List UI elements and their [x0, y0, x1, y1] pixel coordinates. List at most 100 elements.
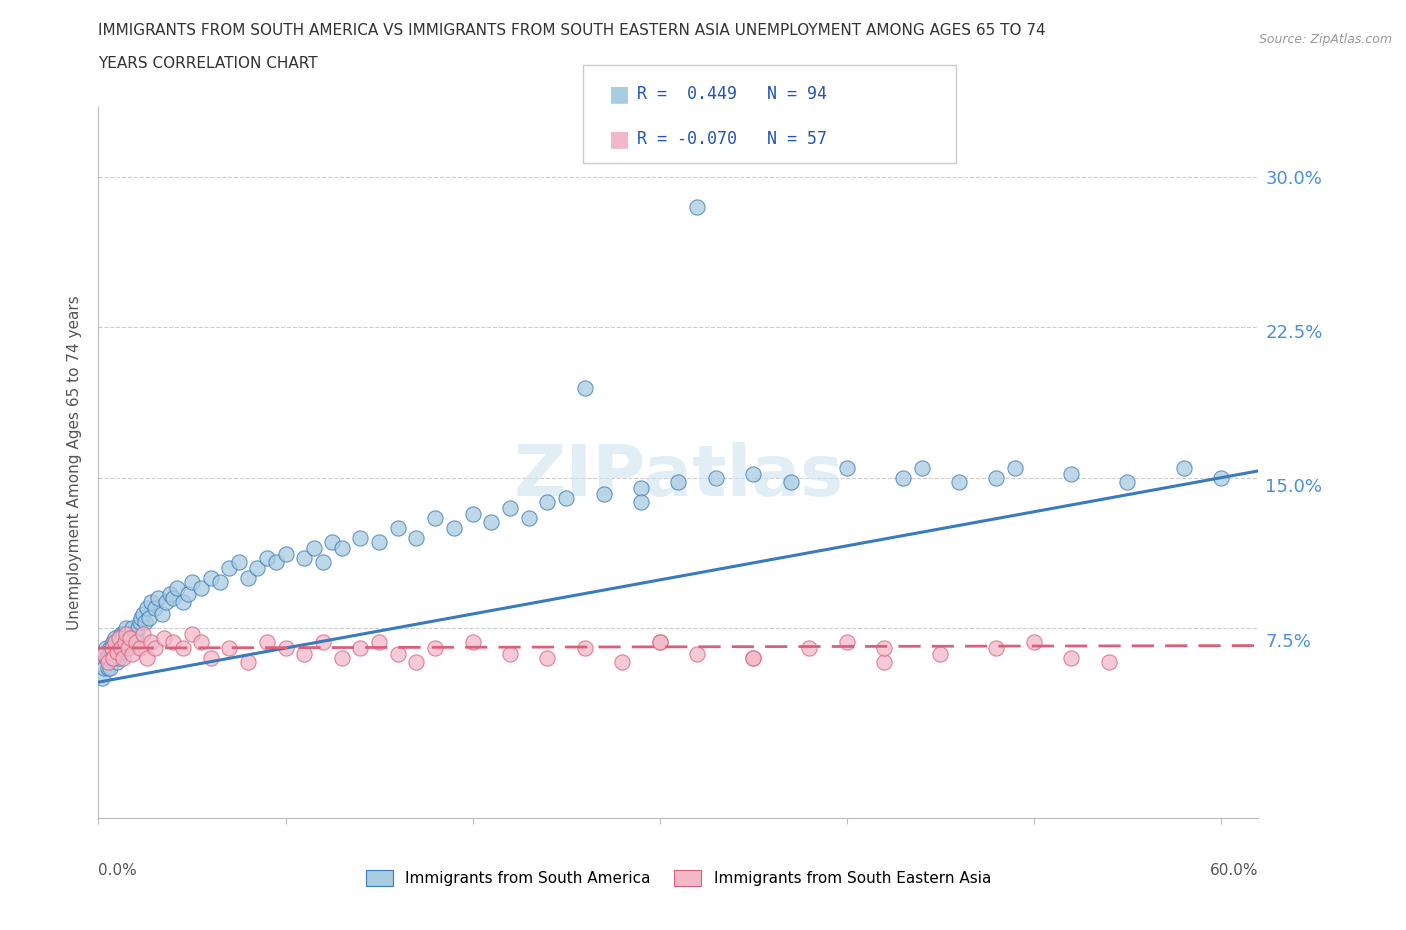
- Point: [91, 671, 114, 685]
- Point: [103, 634, 125, 649]
- Text: YEARS CORRELATION CHART: YEARS CORRELATION CHART: [98, 56, 318, 71]
- Point: [97, 655, 120, 670]
- Point: [555, 490, 578, 505]
- Point: [172, 594, 194, 609]
- Point: [536, 495, 558, 510]
- Point: [121, 646, 143, 661]
- Point: [630, 495, 652, 510]
- Point: [574, 380, 596, 395]
- Point: [302, 540, 325, 555]
- Point: [121, 620, 143, 635]
- Point: [236, 570, 259, 585]
- Point: [218, 641, 240, 656]
- Point: [97, 660, 120, 675]
- Legend: Immigrants from South America, Immigrants from South Eastern Asia: Immigrants from South America, Immigrant…: [360, 864, 997, 893]
- Point: [321, 535, 343, 550]
- Point: [264, 554, 287, 569]
- Point: [873, 655, 896, 670]
- Point: [103, 651, 125, 666]
- Point: [742, 651, 765, 666]
- Point: [98, 641, 121, 656]
- Point: [125, 627, 148, 642]
- Point: [131, 611, 153, 626]
- Point: [143, 641, 166, 656]
- Point: [159, 587, 181, 602]
- Point: [190, 634, 212, 649]
- Point: [110, 641, 132, 656]
- Point: [190, 580, 212, 595]
- Point: [742, 651, 765, 666]
- Point: [105, 644, 128, 659]
- Point: [742, 466, 765, 481]
- Point: [208, 575, 231, 590]
- Point: [256, 634, 278, 649]
- Text: 30.0%: 30.0%: [1265, 170, 1322, 188]
- Point: [443, 521, 465, 536]
- Point: [108, 634, 131, 649]
- Point: [128, 615, 150, 630]
- Point: [115, 627, 138, 642]
- Point: [100, 641, 122, 656]
- Text: R =  0.449   N = 94: R = 0.449 N = 94: [637, 86, 827, 103]
- Point: [139, 634, 162, 649]
- Point: [686, 646, 709, 661]
- Point: [292, 551, 315, 565]
- Point: [536, 651, 558, 666]
- Point: [122, 631, 145, 645]
- Point: [94, 651, 117, 666]
- Point: [115, 641, 138, 656]
- Point: [181, 627, 204, 642]
- Text: R = -0.070   N = 57: R = -0.070 N = 57: [637, 129, 827, 148]
- Point: [704, 471, 727, 485]
- Point: [648, 634, 671, 649]
- Point: [139, 594, 162, 609]
- Point: [228, 554, 250, 569]
- Point: [517, 511, 540, 525]
- Point: [114, 634, 136, 649]
- Text: 7.5%: 7.5%: [1265, 632, 1312, 651]
- Point: [105, 641, 128, 656]
- Text: 15.0%: 15.0%: [1265, 478, 1323, 497]
- Point: [103, 651, 125, 666]
- Point: [110, 627, 132, 642]
- Y-axis label: Unemployment Among Ages 65 to 74 years: Unemployment Among Ages 65 to 74 years: [67, 296, 83, 630]
- Point: [200, 651, 222, 666]
- Point: [132, 627, 155, 642]
- Point: [104, 631, 127, 645]
- Point: [150, 606, 173, 621]
- Point: [986, 641, 1008, 656]
- Point: [155, 594, 177, 609]
- Point: [368, 535, 391, 550]
- Point: [330, 540, 353, 555]
- Point: [499, 500, 522, 515]
- Point: [648, 634, 671, 649]
- Point: [873, 641, 896, 656]
- Point: [1209, 471, 1232, 485]
- Point: [177, 587, 200, 602]
- Point: [1060, 466, 1083, 481]
- Point: [929, 646, 952, 661]
- Text: 0.0%: 0.0%: [98, 863, 138, 878]
- Point: [1022, 634, 1045, 649]
- Point: [97, 651, 120, 666]
- Point: [132, 606, 155, 621]
- Point: [312, 554, 335, 569]
- Point: [479, 514, 502, 529]
- Point: [128, 641, 150, 656]
- Point: [256, 551, 278, 565]
- Point: [136, 651, 159, 666]
- Point: [153, 631, 176, 645]
- Point: [405, 655, 427, 670]
- Text: ■: ■: [609, 85, 630, 104]
- Point: [666, 474, 689, 489]
- Point: [104, 644, 127, 659]
- Point: [136, 601, 159, 616]
- Point: [425, 511, 447, 525]
- Point: [117, 634, 139, 649]
- Point: [117, 641, 139, 656]
- Point: [166, 580, 188, 595]
- Point: [461, 634, 484, 649]
- Point: [499, 646, 522, 661]
- Point: [1060, 651, 1083, 666]
- Point: [274, 641, 297, 656]
